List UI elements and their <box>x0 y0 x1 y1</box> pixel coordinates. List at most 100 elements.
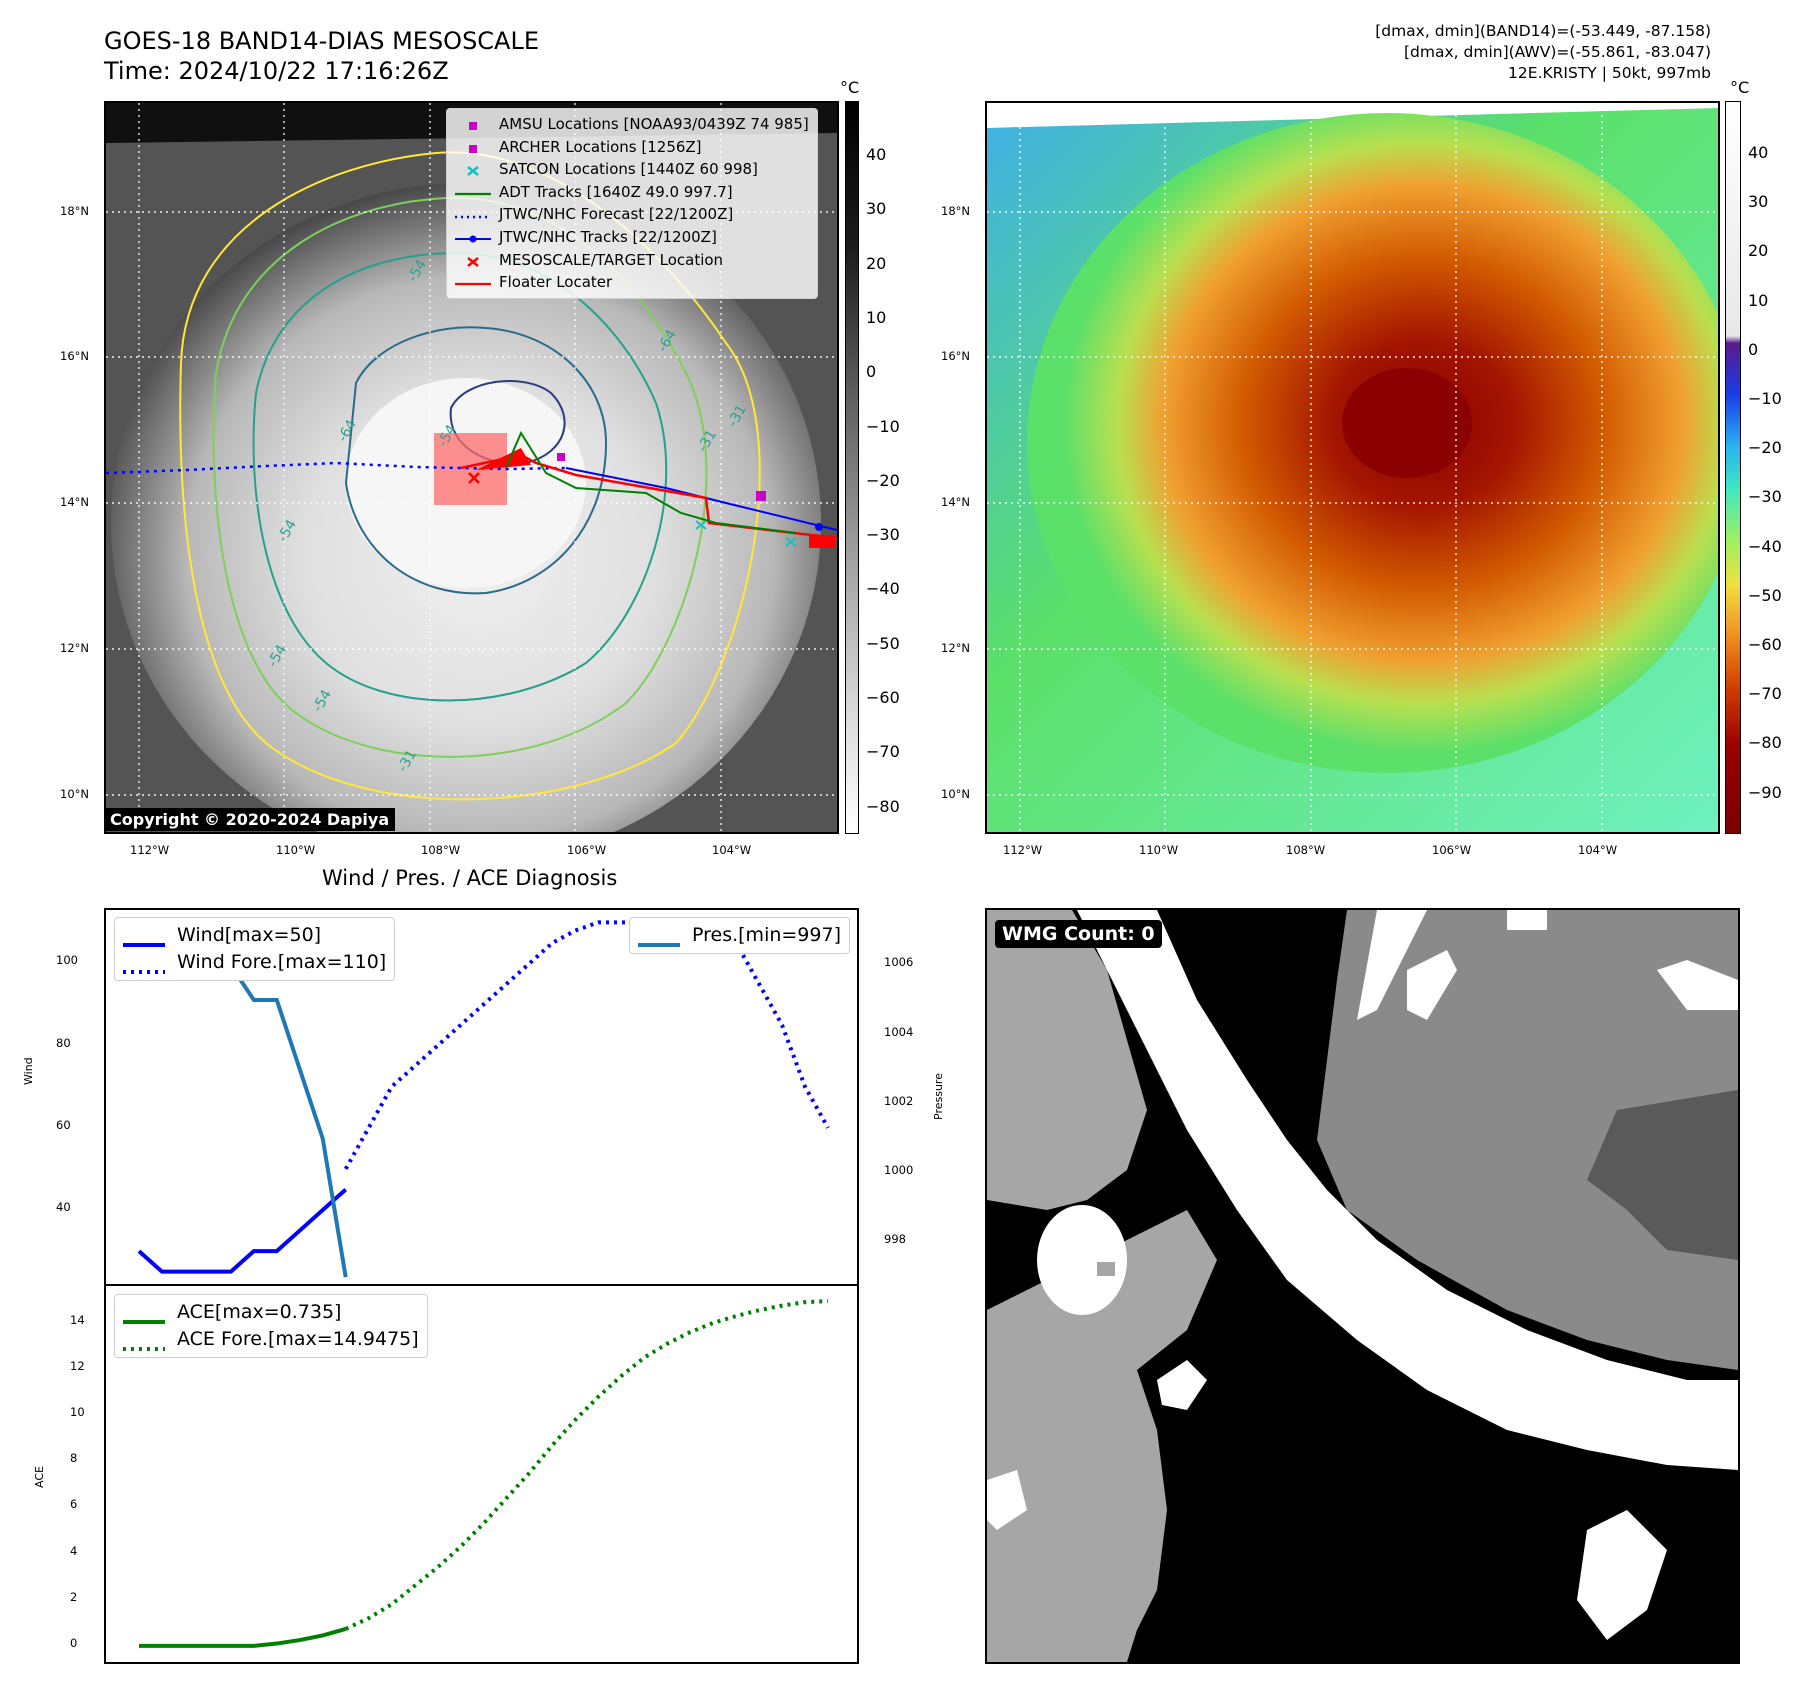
ace-legend: ACE[max=0.735] ACE Fore.[max=14.9475] <box>114 1294 428 1358</box>
colorbar-tick: −40 <box>866 579 900 599</box>
copyright-badge: Copyright © 2020-2024 Dapiya <box>104 808 396 831</box>
colorbar-tick: 20 <box>1748 241 1769 261</box>
colorbar-tick: 40 <box>1748 143 1769 162</box>
legend-pressure: Pres.[min=997] <box>692 924 841 946</box>
legend-symbol-icon <box>455 117 491 131</box>
colorbar-tick: −80 <box>866 796 900 816</box>
ace-tick-label: 10 <box>70 1405 85 1420</box>
lat-label: 18°N <box>60 204 89 218</box>
lat-label: 16°N <box>941 349 970 363</box>
lat-label: 10°N <box>941 787 970 801</box>
map-legend-item: JTWC/NHC Tracks [22/1200Z] <box>455 226 809 249</box>
colorbar-tick: 30 <box>866 199 887 219</box>
colorbar-tick: −20 <box>1748 438 1782 458</box>
colorbar-unit: °C <box>840 78 860 97</box>
lon-label: 112°W <box>130 843 170 857</box>
colorbar-tick: 10 <box>866 307 887 327</box>
map-legend-item: AMSU Locations [NOAA93/0439Z 74 985] <box>455 113 809 136</box>
pressure-axis-label: Pressure <box>932 1073 945 1120</box>
colorbar-tick: 20 <box>866 253 887 273</box>
colorbar-tick: −30 <box>866 525 900 545</box>
ace-tick-label: 8 <box>70 1451 78 1466</box>
dmax-band14-text: [dmax, dmin](BAND14)=(-53.449, -87.158) <box>1375 22 1711 40</box>
colorbar-tick: 0 <box>866 362 877 382</box>
map-legend-label: SATCON Locations [1440Z 60 998] <box>499 160 758 179</box>
lon-label: 110°W <box>276 843 316 857</box>
ace-axis-label: ACE <box>33 1466 46 1488</box>
legend-symbol-icon <box>455 230 491 244</box>
awv-map-image <box>987 103 1718 832</box>
lat-label: 14°N <box>941 495 970 509</box>
wmg-image <box>987 910 1738 1662</box>
wind-tick-label: 80 <box>56 1035 71 1050</box>
legend-symbol-icon <box>455 140 491 154</box>
map-legend-item: ARCHER Locations [1256Z] <box>455 136 809 159</box>
pressure-tick-label: 1006 <box>884 955 914 970</box>
legend-symbol-icon <box>455 162 491 177</box>
colorbar-tick: −70 <box>866 742 900 762</box>
wind-tick-label: 40 <box>56 1200 71 1215</box>
lat-label: 16°N <box>60 349 89 363</box>
colorbar-tick: −50 <box>866 633 900 653</box>
series-line-1 <box>343 920 830 1170</box>
map-legend-item: ADT Tracks [1640Z 49.0 997.7] <box>455 181 809 204</box>
map-legend-label: JTWC/NHC Forecast [22/1200Z] <box>499 205 734 224</box>
colorbar-tick: 30 <box>1748 192 1769 212</box>
ace-tick-label: 14 <box>70 1312 85 1327</box>
map-legend-label: ADT Tracks [1640Z 49.0 997.7] <box>499 182 733 201</box>
legend-symbol-icon <box>455 185 491 199</box>
ace-tick-label: 0 <box>70 1635 78 1650</box>
legend-symbol-icon <box>455 275 491 289</box>
colorbar-awv <box>1725 101 1741 834</box>
pressure-tick-label: 998 <box>884 1232 906 1247</box>
colorbar-tick: −20 <box>866 470 900 490</box>
wind-tick-label: 100 <box>56 953 78 968</box>
map-legend-label: ARCHER Locations [1256Z] <box>499 137 702 156</box>
map-legend: AMSU Locations [NOAA93/0439Z 74 985] ARCH… <box>446 108 818 299</box>
chart-time: Time: 2024/10/22 17:16:26Z <box>104 57 449 85</box>
storm-info: 12E.KRISTY | 50kt, 997mb <box>1508 64 1711 82</box>
map-legend-item: SATCON Locations [1440Z 60 998] <box>455 158 809 181</box>
colorbar-tick: −90 <box>1748 782 1782 802</box>
legend-wind-fore: Wind Fore.[max=110] <box>177 951 387 973</box>
colorbar-ir <box>845 101 859 834</box>
lon-label: 106°W <box>567 843 607 857</box>
series-line-2 <box>161 963 348 1278</box>
legend-symbol-icon <box>455 208 491 222</box>
wmg-panel <box>985 908 1740 1664</box>
colorbar-tick: −80 <box>1748 733 1782 753</box>
legend-ace: ACE[max=0.735] <box>177 1301 342 1323</box>
map-legend-label: MESOSCALE/TARGET Location <box>499 250 724 269</box>
lon-label: 104°W <box>712 843 752 857</box>
legend-symbol-icon <box>455 253 491 267</box>
lat-label: 14°N <box>60 495 89 509</box>
legend-ace-fore: ACE Fore.[max=14.9475] <box>177 1328 419 1350</box>
colorbar-tick: −30 <box>1748 487 1782 507</box>
pressure-legend: Pres.[min=997] <box>629 917 850 954</box>
map-legend-item: JTWC/NHC Forecast [22/1200Z] <box>455 203 809 226</box>
colorbar-tick: 40 <box>866 145 887 164</box>
lat-label: 12°N <box>941 641 970 655</box>
colorbar-unit: °C <box>1730 78 1750 97</box>
lat-label: 12°N <box>60 641 89 655</box>
map-legend-item: MESOSCALE/TARGET Location <box>455 249 809 272</box>
pressure-tick-label: 1004 <box>884 1024 914 1039</box>
wind-tick-label: 60 <box>56 1117 71 1132</box>
colorbar-tick: −60 <box>866 688 900 707</box>
colorbar-tick: −50 <box>1748 585 1782 605</box>
map-legend-item: Floater Locater <box>455 271 809 294</box>
ace-tick-label: 12 <box>70 1359 85 1374</box>
pressure-tick-label: 1000 <box>884 1163 914 1178</box>
colorbar-tick: −10 <box>1748 389 1782 408</box>
colorbar-tick: −40 <box>1748 536 1782 556</box>
wind-legend: Wind[max=50] Wind Fore.[max=110] <box>114 917 396 981</box>
legend-wind: Wind[max=50] <box>177 924 322 946</box>
series-line-0 <box>137 1187 348 1274</box>
map-legend-label: JTWC/NHC Tracks [22/1200Z] <box>499 227 717 246</box>
lat-label: 18°N <box>941 204 970 218</box>
map-legend-label: Floater Locater <box>499 273 613 292</box>
lon-label: 104°W <box>1578 843 1618 857</box>
ace-plot <box>139 1299 829 1648</box>
ace-tick-label: 4 <box>70 1543 78 1558</box>
wind-axis-label: Wind <box>22 1057 35 1085</box>
